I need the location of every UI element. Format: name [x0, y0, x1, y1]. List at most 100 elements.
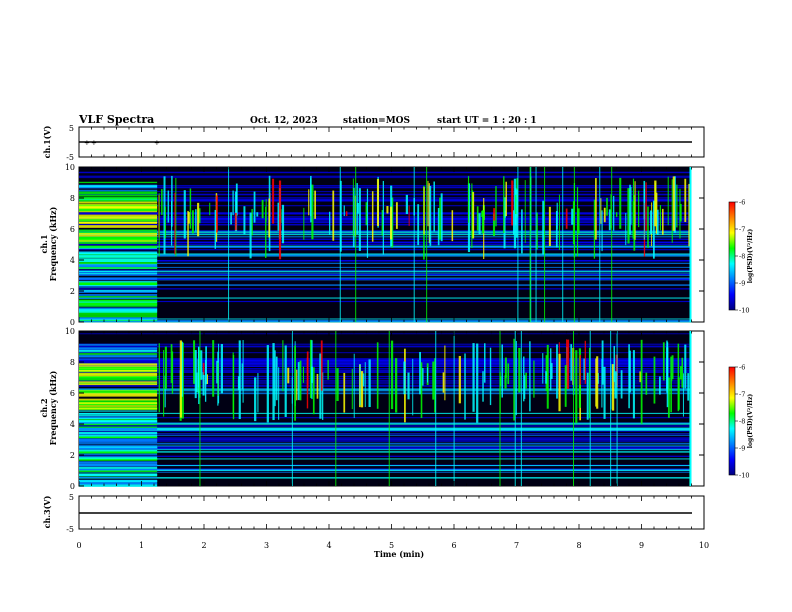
spectrogram-band — [79, 212, 692, 214]
spectrogram-band — [79, 297, 692, 299]
sferic-line — [309, 339, 312, 399]
sferic-line — [471, 192, 475, 239]
sferic-line — [556, 344, 558, 399]
spike-line — [228, 167, 230, 322]
frequency-tick-label: 2 — [70, 287, 75, 296]
sferic-line — [593, 199, 596, 259]
spectrogram-band — [79, 193, 692, 196]
spectrogram-band — [79, 230, 692, 232]
spike-line — [562, 167, 564, 322]
spectrogram-band — [79, 392, 692, 395]
sferic-line — [655, 192, 658, 234]
spectrogram-band — [79, 220, 692, 222]
sferic-line — [603, 207, 606, 223]
sferic-line — [481, 210, 484, 217]
sferic-line — [175, 177, 177, 257]
sferic-line — [630, 187, 632, 225]
dense-band — [79, 231, 158, 233]
dense-band — [79, 181, 158, 184]
time-axis-label: Time (min) — [374, 549, 424, 559]
colorbar-tick-label: -8 — [739, 253, 745, 261]
spectrogram-band — [79, 448, 692, 451]
sferic-line — [265, 199, 267, 222]
sferic-line — [478, 213, 481, 235]
spike-line — [514, 331, 516, 486]
dense-band — [79, 378, 158, 381]
dense-band — [79, 377, 158, 380]
spike-line — [199, 331, 201, 486]
colorbar-gradient — [728, 201, 736, 311]
sferic-line — [299, 360, 302, 401]
spectrogram-band — [79, 213, 692, 215]
dense-band — [79, 185, 158, 188]
sferic-line — [513, 338, 515, 421]
sferic-line — [579, 354, 581, 385]
dense-band — [79, 436, 158, 439]
sferic-line — [684, 178, 687, 223]
sferic-line — [596, 356, 599, 409]
dense-band — [79, 308, 158, 311]
dense-band — [79, 451, 158, 453]
sferic-line — [390, 340, 394, 410]
dense-band — [79, 376, 158, 378]
time-tick-label: 7 — [514, 541, 519, 550]
sferic-line — [395, 358, 398, 413]
spike-line — [355, 167, 357, 322]
sferic-line — [639, 371, 642, 383]
sferic-line — [216, 195, 218, 233]
dense-band — [79, 445, 158, 448]
sferic-line — [634, 181, 636, 240]
sferic-line — [608, 209, 611, 231]
sferic-line — [277, 202, 280, 231]
sferic-line — [542, 353, 544, 384]
dense-band — [79, 459, 158, 461]
sferic-line — [679, 366, 682, 380]
frequency-tick-label: 0 — [70, 318, 75, 327]
dense-band — [79, 368, 158, 370]
spectrogram-band — [79, 236, 692, 238]
sferic-line — [577, 208, 580, 234]
sferic-line — [232, 190, 234, 216]
sferic-line — [629, 184, 631, 235]
sferic-line — [200, 350, 203, 380]
sferic-line — [566, 339, 570, 389]
sferic-line — [513, 178, 517, 249]
dense-band — [79, 210, 158, 213]
dense-band — [79, 304, 158, 307]
dense-band — [79, 205, 158, 208]
dense-band — [79, 419, 158, 423]
sferic-line — [484, 343, 486, 383]
spectrogram-band — [79, 362, 692, 364]
dense-band — [79, 462, 158, 465]
sferic-line — [167, 190, 170, 223]
colorbar-tick-label: -8 — [739, 418, 745, 426]
sferic-line — [525, 372, 527, 389]
sferic-line — [265, 206, 267, 259]
spectrogram-band — [79, 375, 692, 378]
sferic-line — [476, 343, 479, 423]
spectrogram-band — [79, 388, 692, 390]
dense-band — [79, 199, 158, 201]
sferic-line — [625, 213, 627, 246]
colorbar-tick-label: -9 — [739, 445, 745, 453]
sferic-line — [548, 206, 551, 246]
sferic-line — [163, 350, 165, 417]
dense-band — [79, 405, 158, 407]
spectrogram-band — [79, 270, 692, 273]
dense-band — [79, 407, 158, 409]
spike-line — [530, 167, 532, 322]
sferic-line — [440, 193, 443, 242]
sferic-line — [359, 364, 361, 406]
spectrogram-band — [79, 378, 692, 380]
sferic-line — [583, 358, 586, 380]
dense-band — [79, 189, 158, 192]
dense-band — [79, 318, 158, 320]
dense-band — [79, 285, 158, 287]
time-axis: 0 1 2 3 4 5 6 7 8 9 10 — [76, 127, 709, 550]
sferic-line — [351, 368, 353, 410]
sferic-line — [433, 181, 435, 232]
sferic-line — [408, 205, 410, 226]
sferic-line — [505, 181, 507, 217]
dense-band — [79, 208, 158, 211]
sferic-line — [164, 206, 166, 239]
